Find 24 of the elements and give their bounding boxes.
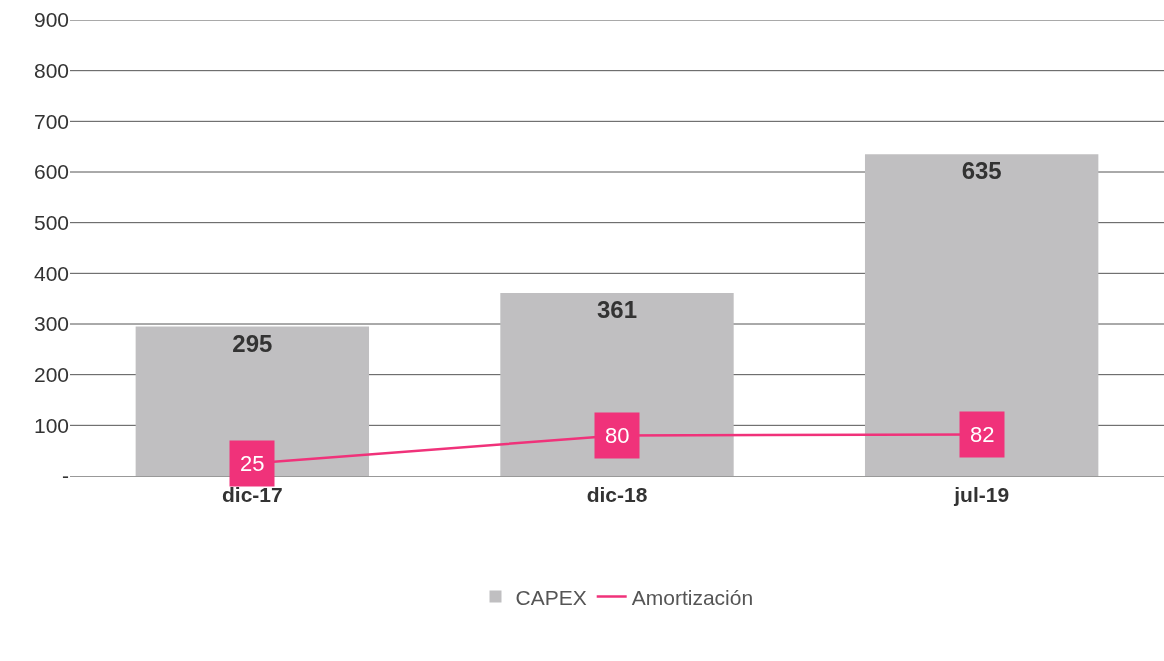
- data-label: 361: [596, 296, 638, 324]
- bar: [864, 154, 1099, 476]
- bar: [500, 293, 734, 476]
- legend-label: Amortización: [631, 585, 754, 609]
- bar: [135, 326, 370, 476]
- y-tick-label: -: [62, 464, 69, 488]
- y-tick-label: 200: [33, 363, 69, 387]
- y-tick-label: 600: [33, 160, 69, 184]
- y-tick-label: 400: [33, 261, 69, 285]
- y-tick-label: 500: [33, 211, 69, 235]
- data-label: 82: [970, 422, 995, 447]
- data-label: 80: [605, 423, 630, 448]
- y-tick-label: 300: [33, 312, 69, 336]
- x-tick-label: dic-17: [221, 483, 283, 507]
- data-label: 25: [240, 451, 265, 476]
- data-label: 635: [961, 157, 1002, 185]
- y-tick-label: 700: [33, 109, 69, 133]
- data-label: 295: [232, 329, 273, 357]
- y-tick-label: 800: [33, 59, 69, 83]
- legend-label: CAPEX: [515, 585, 587, 609]
- x-tick-label: jul-19: [953, 483, 1010, 507]
- x-tick-label: dic-18: [586, 483, 648, 507]
- y-tick-label: 100: [33, 413, 69, 437]
- y-tick-label: 900: [33, 8, 69, 32]
